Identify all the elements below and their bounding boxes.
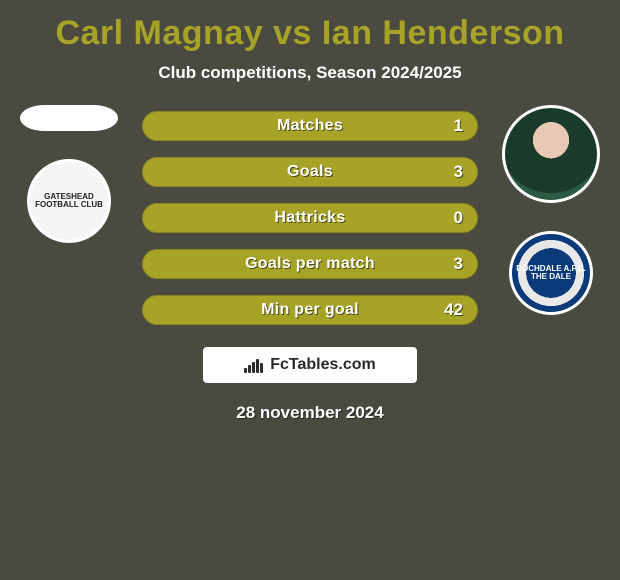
- stat-label: Goals per match: [245, 255, 375, 273]
- stat-bar: Min per goal 42: [142, 295, 478, 325]
- stat-right-value: 0: [454, 208, 463, 228]
- stat-right-value: 3: [454, 162, 463, 182]
- stat-bar: Hattricks 0: [142, 203, 478, 233]
- left-player-avatar: [20, 105, 118, 131]
- comparison-card: Carl Magnay vs Ian Henderson Club compet…: [0, 0, 620, 580]
- right-column: ROCHDALE A.F.C. THE DALE: [496, 105, 606, 315]
- stat-right-value: 1: [454, 116, 463, 136]
- stats-column: Matches 1 Goals 3 Hattricks 0 Goals per match 3…: [124, 111, 496, 325]
- chart-icon: [244, 357, 264, 373]
- body-row: GATESHEAD FOOTBALL CLUB Matches 1 Goals 3 Ha…: [10, 105, 610, 325]
- stat-bar: Goals per match 3: [142, 249, 478, 279]
- stat-label: Min per goal: [261, 301, 359, 319]
- page-title: Carl Magnay vs Ian Henderson: [10, 14, 610, 53]
- left-club-crest: GATESHEAD FOOTBALL CLUB: [27, 159, 111, 243]
- left-crest-text: GATESHEAD FOOTBALL CLUB: [30, 189, 108, 214]
- content: Carl Magnay vs Ian Henderson Club compet…: [0, 0, 620, 580]
- brand-badge: FcTables.com: [203, 347, 417, 383]
- brand-text: FcTables.com: [270, 356, 376, 374]
- date-text: 28 november 2024: [10, 403, 610, 423]
- right-club-crest: ROCHDALE A.F.C. THE DALE: [509, 231, 593, 315]
- stat-right-value: 42: [444, 300, 463, 320]
- right-player-avatar: [502, 105, 600, 203]
- subtitle: Club competitions, Season 2024/2025: [10, 63, 610, 83]
- stat-bar: Goals 3: [142, 157, 478, 187]
- stat-label: Matches: [277, 117, 343, 135]
- right-crest-text: ROCHDALE A.F.C. THE DALE: [512, 261, 590, 286]
- stat-label: Goals: [287, 163, 333, 181]
- left-column: GATESHEAD FOOTBALL CLUB: [14, 105, 124, 243]
- stat-label: Hattricks: [274, 209, 345, 227]
- stat-bar: Matches 1: [142, 111, 478, 141]
- stat-right-value: 3: [454, 254, 463, 274]
